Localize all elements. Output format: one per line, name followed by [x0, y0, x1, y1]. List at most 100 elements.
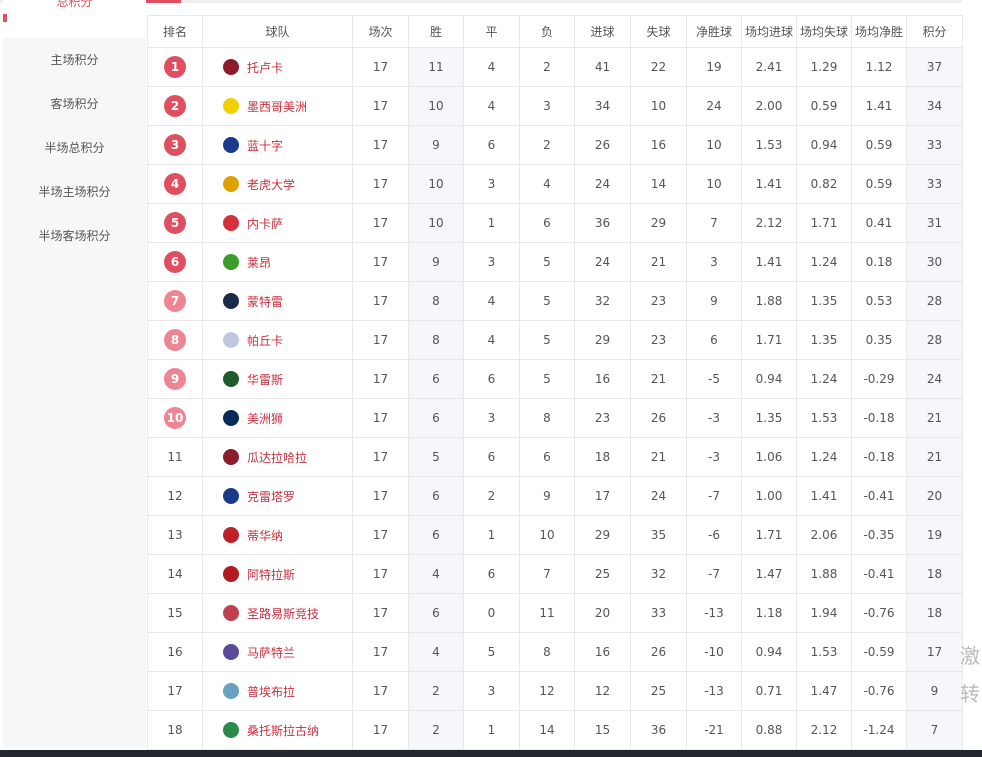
stat-cell: 1.00 — [741, 476, 797, 516]
table-row: 4 老虎大学 17 10 3 4 24 14 10 1.41 0.82 0.59 33 — [147, 164, 963, 204]
stat-cell: 6 — [408, 593, 464, 633]
stat-cell: 17 — [352, 593, 409, 633]
team-cell: 克雷塔罗 — [202, 476, 353, 516]
team-cell: 蒂华纳 — [202, 515, 353, 555]
column-header[interactable]: 进球 — [574, 15, 631, 48]
team-cell: 圣路易斯竞技 — [202, 593, 353, 633]
column-header[interactable]: 场均进球 — [741, 15, 797, 48]
column-header[interactable]: 场次 — [352, 15, 409, 48]
table-row: 12 克雷塔罗 17 6 2 9 17 24 -7 1.00 1.41 -0.41 20 — [147, 476, 963, 516]
stat-cell: 11 — [408, 47, 464, 87]
column-header[interactable]: 负 — [519, 15, 575, 48]
team-link[interactable]: 蒙特雷 — [203, 293, 352, 310]
column-header[interactable]: 场均失球 — [796, 15, 852, 48]
team-link[interactable]: 桑托斯拉古纳 — [203, 722, 352, 739]
table-header: 排名 球队 场次胜平负进球 失球 净胜球 场均进球 场均失球 场均净胜 积分 — [147, 15, 963, 48]
rank-badge: 3 — [164, 134, 186, 156]
stat-cell: 23 — [574, 398, 631, 438]
column-header[interactable]: 积分 — [906, 15, 963, 48]
stat-cell: 0.94 — [796, 125, 852, 165]
rank-cell: 18 — [147, 710, 203, 750]
stat-cell: 1.18 — [741, 593, 797, 633]
stat-cell: 34 — [906, 86, 963, 126]
table-row: 2 墨西哥美洲 17 10 4 3 34 10 24 2.00 0.59 1.41 34 — [147, 86, 963, 126]
team-link[interactable]: 托卢卡 — [203, 59, 352, 76]
stat-cell: 1.47 — [741, 554, 797, 594]
team-link[interactable]: 蒂华纳 — [203, 527, 352, 544]
team-link[interactable]: 墨西哥美洲 — [203, 98, 352, 115]
team-link[interactable]: 普埃布拉 — [203, 683, 352, 700]
team-cell: 桑托斯拉古纳 — [202, 710, 353, 750]
column-header[interactable]: 场均净胜 — [851, 15, 907, 48]
team-logo-icon — [223, 527, 239, 543]
column-header[interactable]: 排名 — [147, 15, 203, 48]
team-name: 美洲狮 — [247, 411, 284, 426]
team-link[interactable]: 马萨特兰 — [203, 644, 352, 661]
stat-cell: 29 — [574, 515, 631, 555]
team-link[interactable]: 瓜达拉哈拉 — [203, 449, 352, 466]
column-header[interactable]: 球队 — [202, 15, 353, 48]
stat-cell: 1.53 — [796, 398, 852, 438]
column-header[interactable]: 净胜球 — [686, 15, 742, 48]
team-link[interactable]: 老虎大学 — [203, 176, 352, 193]
rank-cell: 4 — [147, 164, 203, 204]
stat-cell: 5 — [519, 242, 575, 282]
table-row: 18 桑托斯拉古纳 17 2 1 14 15 36 -21 0.88 2.12 -1.24 7 — [147, 710, 963, 750]
team-link[interactable]: 华雷斯 — [203, 371, 352, 388]
stat-cell: 17 — [352, 86, 409, 126]
team-link[interactable]: 阿特拉斯 — [203, 566, 352, 583]
sidebar-item[interactable]: 主场积分 — [3, 38, 146, 82]
stat-cell: 1 — [463, 710, 520, 750]
stat-cell: 25 — [630, 671, 687, 711]
stat-cell: 5 — [519, 281, 575, 321]
team-link[interactable]: 帕丘卡 — [203, 332, 352, 349]
stat-cell: 9 — [906, 671, 963, 711]
team-link[interactable]: 克雷塔罗 — [203, 488, 352, 505]
team-link[interactable]: 内卡萨 — [203, 215, 352, 232]
team-logo-icon — [223, 176, 239, 192]
sidebar-item[interactable]: 客场积分 — [3, 82, 146, 126]
team-link[interactable]: 圣路易斯竞技 — [203, 605, 352, 622]
stat-cell: 1.71 — [741, 515, 797, 555]
team-logo-icon — [223, 98, 239, 114]
stat-cell: 17 — [352, 437, 409, 477]
stat-cell: 5 — [408, 437, 464, 477]
column-header[interactable]: 失球 — [630, 15, 687, 48]
rank-cell: 14 — [147, 554, 203, 594]
stat-cell: 17 — [352, 476, 409, 516]
stat-cell: 35 — [630, 515, 687, 555]
team-link[interactable]: 莱昂 — [203, 254, 352, 271]
team-link[interactable]: 蓝十字 — [203, 137, 352, 154]
stat-cell: 0.53 — [851, 281, 907, 321]
stat-cell: 17 — [352, 281, 409, 321]
table-row: 13 蒂华纳 17 6 1 10 29 35 -6 1.71 2.06 -0.35 19 — [147, 515, 963, 555]
stat-cell: 10 — [630, 86, 687, 126]
stat-cell: 10 — [686, 164, 742, 204]
stat-cell: 1.41 — [741, 242, 797, 282]
bottom-bar — [0, 750, 982, 757]
team-link[interactable]: 美洲狮 — [203, 410, 352, 427]
sidebar-item[interactable]: 半场主场积分 — [3, 170, 146, 214]
stat-cell: 4 — [463, 320, 520, 360]
sidebar-item[interactable]: 半场总积分 — [3, 126, 146, 170]
sidebar-item[interactable]: 总积分 — [3, 0, 146, 38]
stat-cell: 11 — [519, 593, 575, 633]
team-cell: 华雷斯 — [202, 359, 353, 399]
team-name: 瓜达拉哈拉 — [247, 450, 308, 465]
stat-cell: 17 — [574, 476, 631, 516]
standings-table: 排名 球队 场次胜平负进球 失球 净胜球 场均进球 场均失球 场均净胜 积分 1 托卢卡 17 11 4… — [147, 15, 963, 750]
column-header[interactable]: 平 — [463, 15, 520, 48]
stat-cell: 33 — [906, 164, 963, 204]
sidebar-item[interactable]: 半场客场积分 — [3, 214, 146, 258]
table-row: 16 马萨特兰 17 4 5 8 16 26 -10 0.94 1.53 -0.59 17 — [147, 632, 963, 672]
column-header[interactable]: 胜 — [408, 15, 464, 48]
stat-cell: 3 — [463, 242, 520, 282]
stat-cell: 8 — [519, 632, 575, 672]
team-logo-icon — [223, 293, 239, 309]
stat-cell: 18 — [906, 593, 963, 633]
stat-cell: 2.12 — [741, 203, 797, 243]
stat-cell: 14 — [630, 164, 687, 204]
team-logo-icon — [223, 137, 239, 153]
rank-cell: 11 — [147, 437, 203, 477]
team-cell: 老虎大学 — [202, 164, 353, 204]
